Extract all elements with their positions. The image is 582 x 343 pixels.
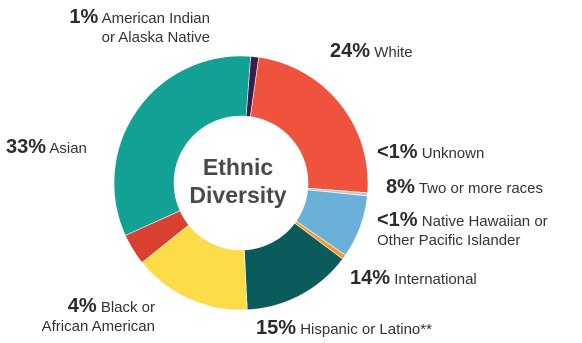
- name-native-hawaiian-line-2: Other Pacific Islander: [377, 232, 521, 249]
- label-two-or-more-races: 8% Two or more races: [386, 176, 544, 198]
- label-native-hawaiian: <1% Native Hawaiian or Other Pacific Isl…: [377, 209, 548, 250]
- name-white: White: [374, 44, 413, 61]
- name-black-or-african-american-line-2: African American: [41, 318, 155, 335]
- pct-native-hawaiian: <1%: [377, 209, 418, 231]
- name-american-indian-line-1: American Indian: [101, 10, 210, 27]
- label-asian: 33% Asian: [6, 136, 87, 158]
- name-two-or-more-races: Two or more races: [418, 180, 544, 197]
- pct-international: 14%: [350, 267, 391, 289]
- label-american-indian: 1% American Indian or Alaska Native: [30, 6, 210, 47]
- center-label-line-1: Ethnic: [202, 154, 274, 180]
- label-hispanic-or-latino: 15% Hispanic or Latino**: [256, 317, 432, 339]
- name-native-hawaiian-line-1: Native Hawaiian or: [421, 213, 548, 230]
- name-black-or-african-american-line-1: Black or: [100, 299, 155, 316]
- name-hispanic-or-latino: Hispanic or Latino**: [300, 321, 432, 338]
- name-international: International: [394, 271, 477, 288]
- label-international: 14% International: [350, 267, 477, 289]
- name-american-indian-line-2: or Alaska Native: [101, 29, 210, 46]
- slice-white: [249, 56, 369, 194]
- label-black-or-african-american: 4% Black or African American: [10, 295, 155, 336]
- pct-unknown: <1%: [377, 141, 418, 163]
- label-white: 24% White: [330, 40, 413, 62]
- pct-white: 24%: [330, 40, 371, 62]
- pct-american-indian: 1%: [69, 6, 99, 28]
- name-asian: Asian: [49, 140, 87, 157]
- pct-black-or-african-american: 4%: [67, 295, 97, 317]
- center-label-line-2: Diversity: [189, 182, 287, 208]
- label-unknown: <1% Unknown: [377, 141, 485, 163]
- donut-hole: [174, 116, 308, 250]
- pct-hispanic-or-latino: 15%: [256, 317, 297, 339]
- pct-asian: 33%: [6, 136, 47, 158]
- name-unknown: Unknown: [421, 145, 485, 162]
- center-label: Ethnic Diversity: [170, 153, 306, 209]
- pct-two-or-more-races: 8%: [386, 176, 415, 198]
